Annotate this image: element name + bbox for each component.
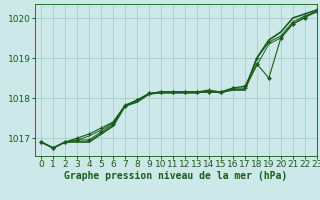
X-axis label: Graphe pression niveau de la mer (hPa): Graphe pression niveau de la mer (hPa) [64,171,288,181]
